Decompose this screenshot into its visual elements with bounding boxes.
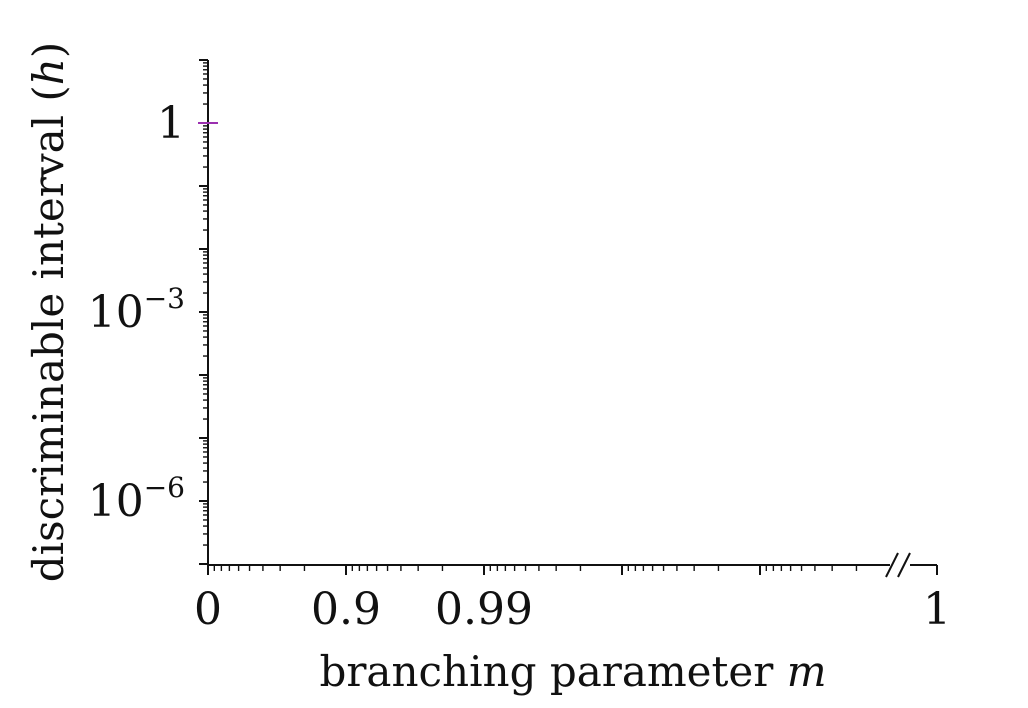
x-tick-label: 0.9 [311, 584, 381, 635]
x-tick-label: 0.99 [435, 584, 533, 635]
y-tick-label: 10−3 [88, 282, 185, 338]
y-tick-labels: 110−310−6 [88, 98, 185, 527]
y-tick-label-base: 10 [88, 287, 144, 338]
y-axis-title-variable: h [24, 58, 73, 85]
y-tick-label-exponent: −6 [144, 471, 185, 504]
x-tick-labels: 0 0.9 0.99 1 [194, 584, 951, 635]
y-tick-label-base: 10 [88, 476, 144, 527]
y-major-ticks [199, 59, 208, 565]
x-axis-break-mark [885, 552, 911, 578]
x-axis-title-text: branching parameter [319, 647, 786, 696]
x-tick-label: 1 [923, 584, 951, 635]
y-tick-label-exponent: −3 [144, 282, 185, 315]
y-axis-title-text: discriminable interval ( [24, 85, 73, 582]
y-tick-label-base: 1 [157, 98, 185, 149]
x-axis-title-variable: m [787, 647, 827, 696]
y-axis-title: discriminable interval (h) [24, 42, 73, 582]
y-tick-label: 10−6 [88, 471, 185, 527]
y-axis-title-close: ) [24, 42, 73, 58]
x-minor-ticks [213, 565, 858, 571]
x-tick-label: 0 [194, 584, 222, 635]
y-tick-label: 1 [157, 98, 185, 149]
y-minor-ticks [203, 62, 208, 546]
x-major-ticks [207, 565, 938, 575]
x-axis-title: branching parameter m [319, 647, 826, 696]
axes [207, 60, 937, 578]
